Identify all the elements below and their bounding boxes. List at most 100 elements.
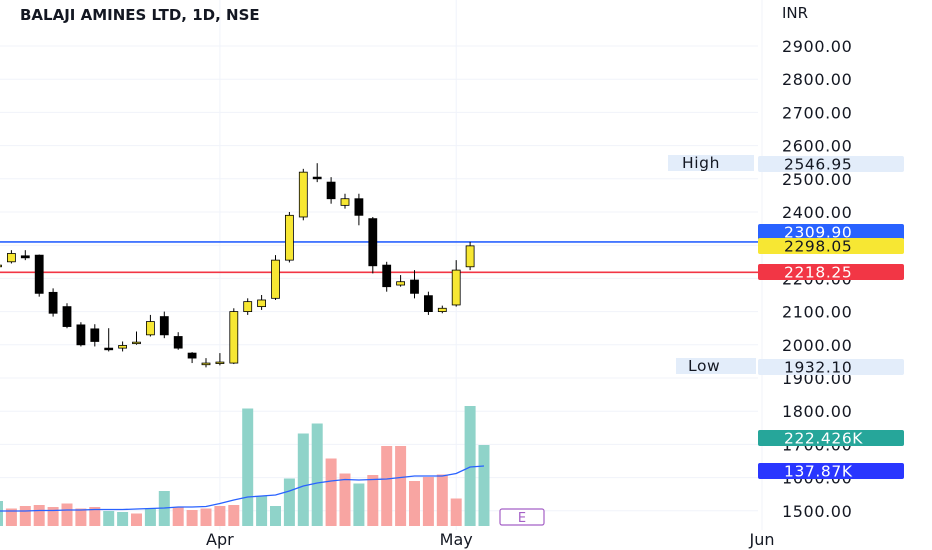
volume-bar [5,508,17,526]
candles-layer [0,163,475,368]
candle-body [437,307,447,312]
volume-bar [325,458,337,526]
time-tick-label: Apr [206,530,234,549]
candle-body [465,245,475,268]
low-value: 1932.10 [784,359,852,377]
volume-bar [103,511,115,526]
volume-bar [367,475,379,526]
price-tick-label: 2600.00 [782,137,852,156]
candle-body [76,324,86,346]
volume-bar [311,423,323,526]
volume-bar [464,406,476,526]
candle-body [173,336,183,349]
high-value-bg [758,156,904,172]
candle-body [187,352,197,359]
candle-body [271,259,280,299]
candle-body [229,311,239,364]
price-tick-label: 2400.00 [782,203,852,222]
volume-bar [33,505,45,526]
price-tick-label: 1800.00 [782,402,852,421]
last-close-value-bg [758,238,904,254]
price-tick-label: 2700.00 [782,103,852,122]
candle-body [284,214,294,261]
volume-bar [214,506,226,526]
red-line-value: 2218.25 [784,264,852,282]
volume-bar [186,510,198,526]
candle-body [382,264,392,288]
candle-body [0,264,2,268]
volume-bar [200,508,212,526]
horizontal-lines-layer [0,241,758,274]
volume-bar [381,446,393,526]
candle-body [326,181,336,200]
volume-bar [409,481,420,526]
candle-body [48,291,58,314]
volume-bar [89,507,101,526]
volume-bar [47,507,59,526]
candle-body [90,328,100,342]
volume-value: 222.426K [784,430,863,448]
blue-line-value-bg [758,224,904,240]
candle-body [132,341,141,345]
candle-body [118,345,127,349]
volume-ma-layer [0,465,485,512]
event-marker: E [518,511,526,526]
price-tick-label: 2500.00 [782,170,852,189]
volume-bar [283,478,295,526]
price-tick-label: 2900.00 [782,37,852,56]
blue-line-value: 2309.90 [784,224,852,242]
volume-value-bg [758,430,904,446]
time-tick-label: Jun [749,530,775,549]
candle-body [368,218,378,267]
grid-layer [0,0,763,530]
high-label-bg [668,155,754,171]
volume-bar [353,483,365,526]
volume-bar [19,506,31,526]
low-label: Low [688,357,720,375]
volume-bar [395,446,407,526]
low-label-bg [676,358,756,374]
candle-body [145,321,155,336]
candle-body [20,255,30,259]
candle-body [451,269,461,306]
volume-bar [172,507,184,526]
volume-bar [422,477,434,526]
last-close-value: 2298.05 [784,238,852,256]
candle-body [423,295,433,313]
volume-ma-line [0,465,485,512]
volume-bar [436,474,448,526]
candle-body [215,361,225,364]
candle-body [340,198,350,206]
red-line-value-bg [758,264,904,280]
volume-bar [117,512,129,526]
volume-bar [297,433,309,526]
volume-bar [339,473,351,526]
candle-body [298,171,308,218]
high-value: 2546.95 [784,156,852,174]
high-label: High [682,154,720,172]
volume-ma-value-bg [758,463,904,479]
candle-body [159,316,169,336]
candle-body [104,347,114,351]
event-marker-box [499,508,545,526]
time-tick-label: May [440,530,473,549]
chart-title: BALAJI AMINES LTD, 1D, NSE [20,6,260,24]
currency-label: INR [782,4,808,22]
volume-bar [75,508,87,526]
candle-body [257,299,267,308]
candle-body [62,306,72,327]
volume-bar [450,498,462,526]
price-tick-label: 2800.00 [782,70,852,89]
volume-bar [270,506,281,526]
volume-ma-value: 137.87K [784,463,853,481]
price-tick-label: 2000.00 [782,336,852,355]
volume-bar [256,496,268,526]
low-value-bg [758,359,904,375]
candle-body [312,176,322,180]
volume-bar [131,513,142,526]
volume-bar [144,508,156,526]
price-tick-label: 2100.00 [782,303,852,322]
volume-bar [228,505,240,526]
